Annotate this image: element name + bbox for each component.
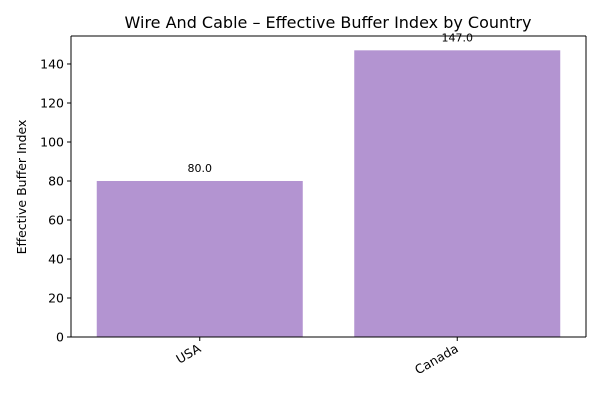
- x-tick-label-canada: Canada: [412, 341, 461, 378]
- bar-canada: [354, 50, 561, 337]
- y-tick-label-140: 140: [40, 56, 64, 71]
- y-axis-label: Effective Buffer Index: [14, 120, 29, 255]
- data-label-usa: 80.0: [188, 162, 213, 175]
- x-tick-label-usa: USA: [173, 340, 203, 366]
- y-tick-label-0: 0: [56, 330, 64, 345]
- y-tick-label-40: 40: [48, 252, 64, 267]
- y-tick-label-60: 60: [48, 212, 64, 227]
- y-tick-label-80: 80: [48, 173, 64, 188]
- bar-usa: [96, 180, 303, 337]
- plot-area: 80.0 147.0 0 20 40 60 80 100 120 140 USA Canada: [40, 31, 587, 378]
- y-tick-label-100: 100: [40, 134, 64, 149]
- y-tick-label-120: 120: [40, 95, 64, 110]
- y-tick-label-20: 20: [48, 291, 64, 306]
- data-label-canada: 147.0: [442, 31, 474, 44]
- chart-title: Wire And Cable – Effective Buffer Index …: [125, 13, 532, 32]
